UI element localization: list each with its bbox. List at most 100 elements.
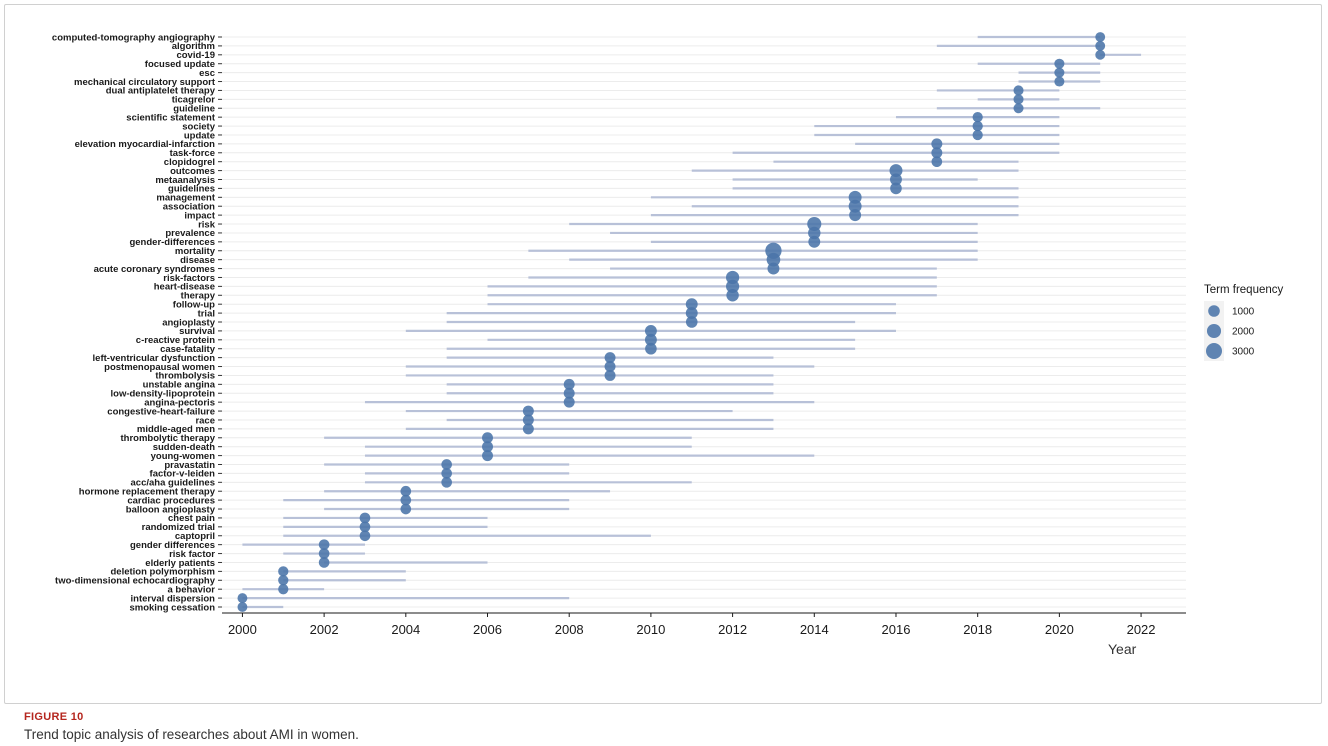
term-label: computed-tomography angiography bbox=[52, 32, 216, 43]
term-point bbox=[604, 352, 616, 364]
term-label: a behavior bbox=[167, 584, 215, 595]
term-label: algorithm bbox=[172, 41, 215, 52]
term-label: focused update bbox=[145, 59, 215, 70]
term-label: chest pain bbox=[168, 513, 215, 524]
term-point bbox=[604, 369, 616, 381]
term-label: outcomes bbox=[170, 166, 215, 177]
legend-key-circle bbox=[1208, 305, 1220, 317]
range-layer bbox=[242, 35, 1142, 609]
term-point bbox=[400, 503, 412, 515]
term-point bbox=[685, 316, 698, 328]
term-label: deletion polymorphism bbox=[110, 567, 215, 578]
term-point bbox=[726, 289, 739, 302]
term-label: case-fatality bbox=[160, 344, 216, 355]
x-tick-label: 2002 bbox=[310, 622, 339, 637]
term-point bbox=[359, 521, 371, 533]
term-point bbox=[522, 405, 534, 417]
figure-frame bbox=[4, 4, 1322, 704]
term-label: heart-disease bbox=[154, 282, 215, 293]
term-label: trial bbox=[198, 308, 215, 319]
term-point bbox=[725, 279, 740, 293]
term-label: risk-factors bbox=[163, 273, 215, 284]
term-point bbox=[441, 468, 452, 479]
term-label: therapy bbox=[181, 291, 216, 302]
term-label: guideline bbox=[173, 104, 215, 115]
figure-caption: Trend topic analysis of researches about… bbox=[24, 727, 359, 742]
term-label: thrombolytic therapy bbox=[121, 433, 216, 444]
term-label: ticagrelor bbox=[172, 95, 216, 106]
x-tick-label: 2006 bbox=[473, 622, 502, 637]
term-point bbox=[1054, 67, 1065, 78]
term-point bbox=[482, 441, 493, 453]
x-axis: 2000 2002 2004 2006 2008 2010 2012 2014 2016 2018… bbox=[222, 612, 1186, 637]
term-point bbox=[808, 235, 821, 248]
x-tick-label: 2008 bbox=[555, 622, 584, 637]
term-label: left-ventricular dysfunction bbox=[93, 353, 216, 364]
term-label: management bbox=[156, 193, 215, 204]
term-label: mortality bbox=[175, 246, 216, 257]
term-point bbox=[400, 494, 412, 506]
term-label: prevalence bbox=[165, 228, 215, 239]
term-point bbox=[318, 548, 330, 559]
term-point bbox=[1013, 103, 1024, 114]
term-point bbox=[685, 298, 698, 311]
term-point bbox=[318, 539, 330, 550]
term-point bbox=[808, 226, 821, 240]
term-point bbox=[482, 432, 493, 444]
term-label: mechanical circulatory support bbox=[74, 77, 216, 88]
figure-label: FIGURE 10 bbox=[24, 711, 84, 723]
term-label: survival bbox=[179, 326, 215, 337]
term-point bbox=[972, 129, 983, 141]
term-point bbox=[644, 333, 657, 346]
term-point bbox=[1013, 85, 1024, 96]
term-label: race bbox=[195, 415, 215, 426]
term-label: acc/aha guidelines bbox=[131, 478, 215, 489]
term-point bbox=[972, 120, 983, 132]
term-label: guidelines bbox=[168, 184, 215, 195]
term-point bbox=[685, 307, 698, 320]
x-tick-label: 2012 bbox=[718, 622, 747, 637]
term-point bbox=[972, 112, 983, 123]
term-point bbox=[359, 530, 371, 542]
x-tick-label: 2000 bbox=[228, 622, 257, 637]
x-tick-label: 2014 bbox=[800, 622, 829, 637]
term-label: low-density-lipoprotein bbox=[111, 389, 216, 400]
term-point bbox=[604, 361, 616, 373]
term-point bbox=[482, 450, 493, 462]
term-point bbox=[645, 342, 657, 355]
term-label: thrombolysis bbox=[155, 371, 215, 382]
x-tick-label: 2010 bbox=[636, 622, 665, 637]
term-label: follow-up bbox=[173, 299, 215, 310]
legend: Term frequency 1000 2000 3000 bbox=[1204, 284, 1284, 361]
term-label: esc bbox=[199, 68, 215, 79]
term-point bbox=[522, 414, 534, 426]
term-label: congestive-heart-failure bbox=[107, 406, 215, 417]
term-point bbox=[644, 324, 657, 337]
legend-key-circle bbox=[1206, 323, 1222, 339]
term-point bbox=[441, 459, 452, 470]
term-label: interval dispersion bbox=[131, 593, 216, 604]
term-label: c-reactive protein bbox=[136, 335, 215, 346]
term-point bbox=[848, 190, 862, 204]
x-tick-label: 2018 bbox=[963, 622, 992, 637]
legend-items: 1000 2000 3000 bbox=[1204, 301, 1255, 361]
term-point bbox=[522, 423, 534, 435]
term-label: postmenopausal women bbox=[104, 362, 215, 373]
term-label: acute coronary syndromes bbox=[94, 264, 215, 275]
legend-key-label: 2000 bbox=[1232, 327, 1255, 338]
term-point bbox=[848, 199, 862, 213]
term-point bbox=[237, 602, 248, 612]
term-point bbox=[931, 156, 943, 168]
legend-key-label: 1000 bbox=[1232, 307, 1255, 318]
term-point bbox=[563, 387, 575, 399]
term-point bbox=[931, 138, 943, 150]
term-point bbox=[807, 216, 822, 232]
term-label: update bbox=[184, 130, 215, 141]
term-label: smoking cessation bbox=[129, 602, 215, 613]
trend-topic-chart: computed-tomography angiographyalgorithm… bbox=[52, 32, 1284, 657]
term-point bbox=[359, 512, 371, 524]
term-label: hormone replacement therapy bbox=[79, 487, 216, 498]
term-point bbox=[563, 396, 575, 408]
term-label: scientific statement bbox=[126, 112, 216, 123]
legend-title: Term frequency bbox=[1204, 284, 1284, 296]
